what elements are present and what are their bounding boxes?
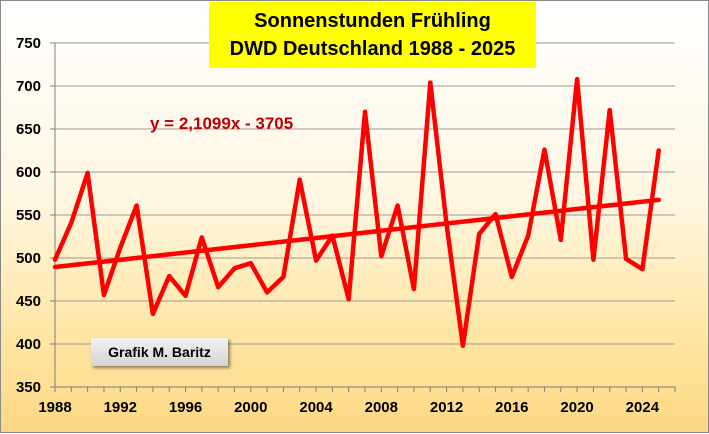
data-point-1994: [150, 311, 155, 316]
x-tick-label: 2016: [495, 399, 528, 416]
data-point-2016: [509, 274, 514, 279]
data-point-2009: [395, 203, 400, 208]
x-tick-label: 2020: [560, 399, 593, 416]
trendline-equation: y = 2,1099x - 3705: [150, 114, 294, 133]
data-point-1990: [85, 170, 90, 175]
data-point-2013: [460, 343, 465, 348]
data-point-2010: [411, 286, 416, 291]
data-point-2012: [444, 222, 449, 227]
data-point-2008: [379, 254, 384, 259]
y-tick-label: 350: [16, 379, 41, 396]
y-tick-label: 650: [16, 121, 41, 138]
data-point-2011: [428, 80, 433, 85]
y-tick-label: 450: [16, 293, 41, 310]
y-tick-label: 400: [16, 336, 41, 353]
data-point-2001: [265, 290, 270, 295]
data-point-1988: [53, 257, 57, 262]
data-point-2015: [493, 212, 498, 217]
x-tick-label: 2000: [234, 399, 267, 416]
series-line-0: [52, 76, 661, 348]
trendline-layer: [52, 197, 661, 270]
data-point-2023: [624, 256, 629, 261]
chart-title-line-2: DWD Deutschland 1988 - 2025: [229, 38, 516, 60]
credit-label: Grafik M. Baritz: [91, 338, 228, 366]
axes: [50, 42, 676, 392]
chart-title-line-1: Sonnenstunden Frühling: [254, 10, 491, 32]
x-tick-label: 1988: [38, 399, 71, 416]
y-tick-label: 550: [16, 207, 41, 224]
y-tick-label: 700: [16, 78, 41, 95]
data-point-2021: [591, 257, 596, 262]
data-point-1991: [101, 292, 106, 297]
data-point-2017: [526, 233, 531, 238]
x-tick-label: 2008: [365, 399, 398, 416]
data-point-1993: [134, 203, 139, 208]
x-tick-label: 2024: [626, 399, 660, 416]
y-tick-label: 500: [16, 250, 41, 267]
x-tick-label: 2004: [299, 399, 333, 416]
data-point-2024: [640, 267, 645, 272]
chart-title: Sonnenstunden Frühling DWD Deutschland 1…: [209, 2, 536, 68]
trendline: [52, 197, 661, 270]
data-point-1989: [69, 220, 74, 225]
x-tick-label: 2012: [430, 399, 463, 416]
data-point-1995: [167, 274, 172, 279]
y-tick-label: 600: [16, 164, 41, 181]
data-point-2025: [656, 148, 661, 153]
y-tick-labels: 350 400 450 500 550 600 650 700 750: [16, 35, 41, 396]
y-tick-label: 750: [16, 35, 41, 52]
grid-lines: [55, 42, 675, 345]
data-point-2003: [297, 177, 302, 182]
data-point-2019: [558, 237, 563, 242]
x-tick-labels: 1988 1992 1996 2000 2004 2008 2012 2016 2020 2024: [38, 399, 659, 416]
data-point-2007: [363, 109, 367, 114]
data-point-1999: [232, 266, 237, 271]
x-tick-label: 1992: [104, 399, 137, 416]
x-tick-label: 1996: [169, 399, 202, 416]
data-point-1996: [183, 293, 188, 298]
data-point-2018: [542, 147, 547, 152]
data-point-2006: [346, 297, 351, 302]
data-point-2020: [575, 77, 580, 82]
data-point-1997: [199, 235, 204, 240]
data-point-2004: [314, 258, 319, 263]
data-point-2000: [248, 261, 253, 266]
data-point-2005: [330, 233, 335, 238]
data-point-2014: [477, 231, 482, 236]
data-point-1998: [216, 285, 221, 290]
series-layer: [52, 76, 661, 348]
data-point-2022: [607, 108, 612, 113]
data-point-1992: [118, 245, 123, 250]
data-point-2002: [281, 274, 286, 279]
